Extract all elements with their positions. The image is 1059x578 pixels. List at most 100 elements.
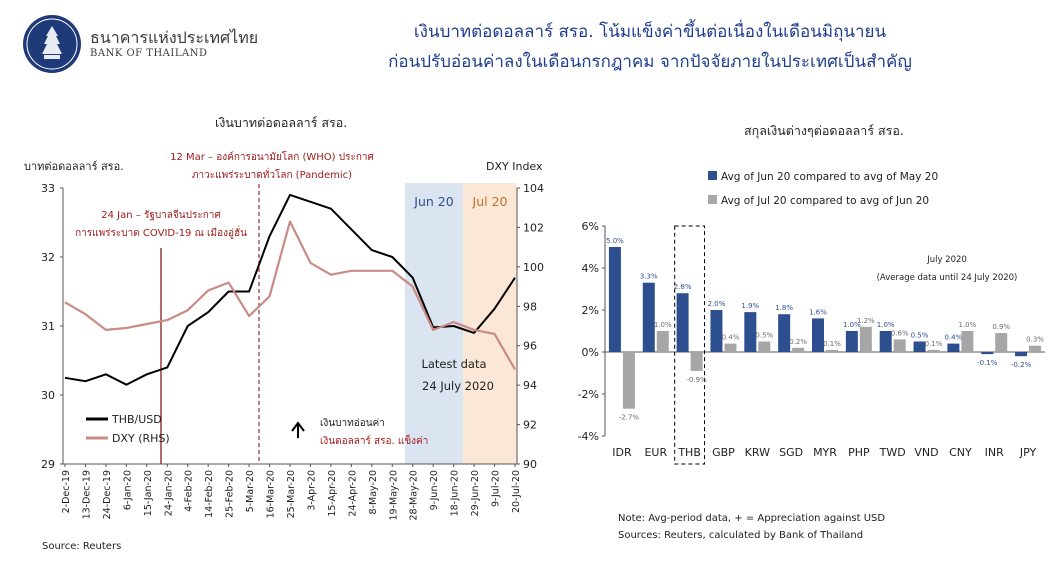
jul-20-band (463, 183, 517, 464)
annotation-line-2: (Average data until 24 July 2020) (877, 273, 1018, 283)
data-label: 1.8% (775, 304, 793, 312)
legend-series-1-swatch (708, 171, 717, 180)
data-label: 1.6% (809, 308, 827, 316)
dxy-series-line (64, 220, 516, 370)
x-tick-label: 5-Mar-20 (245, 470, 256, 512)
jul-20-band-label: Jul 20 (472, 194, 508, 209)
latest-data-label: Latest data (421, 357, 486, 371)
data-label: 2.8% (674, 283, 692, 291)
bar-jun-vs-may (744, 312, 757, 352)
bar-jun-vs-may (981, 352, 994, 355)
bar-jul-vs-jun (927, 349, 940, 352)
bar-jun-vs-may (812, 318, 824, 352)
x-tick-label: 9-Jun-20 (429, 470, 440, 510)
category-label: INR (985, 446, 1004, 459)
x-tick-label: 24-Jan-20 (163, 470, 174, 516)
data-label: 0.2% (789, 338, 807, 346)
event-2-label-line-1: 12 Mar – องค์การอนามัยโลก (WHO) ประกาศ (170, 150, 374, 163)
x-tick-label: 28-May-20 (409, 470, 420, 521)
bar-jul-vs-jun (656, 331, 669, 352)
data-label: -0.2% (1011, 361, 1032, 369)
category-label: GBP (712, 446, 735, 459)
data-label: 2.0% (708, 300, 726, 308)
category-label: MYR (813, 446, 837, 459)
data-label: 5.0% (606, 237, 624, 245)
data-label: 1.9% (741, 302, 759, 310)
bar-jun-vs-may (778, 314, 791, 352)
right-y-tick-label: 98 (523, 300, 537, 313)
bar-jun-vs-may (1015, 352, 1028, 357)
x-tick-label: 18-Jun-20 (450, 470, 461, 516)
x-tick-label: 14-Feb-20 (204, 470, 215, 518)
data-label: 1.0% (654, 321, 672, 329)
arrow-text-line-2: เงินดอลลาร์ สรอ. แข็งค่า (320, 433, 428, 447)
left-chart-title: เงินบาทต่อดอลลาร์ สรอ. (215, 115, 348, 130)
brand-name-thai: ธนาคารแห่งประเทศไทย (90, 28, 259, 47)
right-y-tick-label: 96 (523, 340, 537, 353)
category-label: PHP (848, 446, 870, 459)
event-2-label-line-2: ภาวะแพร่ระบาดทั่วโลก (Pandemic) (192, 167, 352, 181)
legend-thb-label: THB/USD (111, 413, 162, 426)
x-tick-label: 2-Dec-19 (61, 470, 72, 513)
left-y-axis-label: บาทต่อดอลลาร์ สรอ. (24, 160, 124, 173)
right-y-tick-label: 102 (523, 221, 544, 234)
up-arrow-icon (291, 421, 305, 438)
x-tick-label: 29-Jun-20 (470, 470, 481, 516)
y-tick-label: 6% (582, 220, 599, 233)
category-label: CNY (949, 446, 972, 459)
bar-jul-vs-jun (622, 352, 635, 409)
left-y-tick-label: 32 (41, 251, 55, 264)
bar-jul-vs-jun (758, 341, 771, 352)
data-label: 1.0% (958, 321, 976, 329)
y-tick-label: 0% (582, 346, 599, 359)
brand-name-english: BANK OF THAILAND (90, 48, 208, 59)
left-source-note: Source: Reuters (42, 541, 122, 552)
x-tick-label: 15-Apr-20 (327, 470, 338, 517)
bar-jun-vs-may (710, 310, 723, 352)
right-chart-note: Note: Avg-period data, + = Appreciation … (618, 513, 886, 524)
bar-jun-vs-may (642, 282, 655, 352)
bar-jun-vs-may (913, 341, 926, 352)
category-label: SGD (779, 446, 803, 459)
y-tick-label: 2% (582, 304, 599, 317)
x-tick-label: 25-Mar-20 (286, 470, 297, 518)
event-1-label-line-2: การแพร่ระบาด COVID-19 ณ เมืองอู่ฮั่น (75, 225, 247, 239)
bar-jun-vs-may (845, 331, 858, 352)
legend-series-2-swatch (708, 195, 717, 204)
x-tick-label: 19-May-20 (388, 470, 399, 521)
x-tick-label: 24-Dec-19 (102, 470, 113, 519)
annotation-line-1: July 2020 (926, 255, 967, 265)
category-label: TWD (879, 446, 906, 459)
data-label: 0.1% (823, 340, 841, 348)
latest-data-date: 24 July 2020 (422, 379, 494, 393)
data-label: 0.4% (944, 334, 962, 342)
legend-dxy-label: DXY (RHS) (112, 432, 170, 445)
bank-of-thailand-logo (23, 15, 81, 73)
data-label: 0.1% (925, 340, 943, 348)
currency-bar-chart: Avg of Jun 20 compared to avg of May 20 … (578, 171, 1045, 465)
bar-jul-vs-jun (1029, 345, 1042, 352)
jun-20-band (405, 183, 463, 464)
category-label: KRW (745, 446, 770, 459)
left-y-tick-label: 29 (41, 458, 55, 471)
data-label: 3.3% (640, 273, 658, 281)
data-label: 0.5% (755, 332, 773, 340)
bar-jun-vs-may (947, 343, 960, 352)
data-label: -0.9% (686, 376, 707, 384)
x-tick-label: 4-Feb-20 (184, 470, 195, 512)
bar-jul-vs-jun (792, 347, 805, 352)
x-tick-label: 20-Jul-20 (511, 470, 522, 513)
headline-line-2: ก่อนปรับอ่อนค่าลงในเดือนกรกฎาคม จากปัจจั… (388, 52, 912, 72)
bar-jul-vs-jun (961, 331, 974, 352)
data-label: 0.9% (992, 323, 1010, 331)
data-label: 0.4% (722, 334, 740, 342)
headline-line-1: เงินบาทต่อดอลลาร์ สรอ. โน้มแข็งค่าขึ้นต่… (413, 22, 887, 42)
right-chart-title: สกุลเงินต่างๆต่อดอลลาร์ สรอ. (744, 123, 904, 138)
data-label: -0.1% (977, 359, 998, 367)
x-tick-label: 15-Jan-20 (143, 470, 154, 516)
x-tick-label: 9-Jul-20 (491, 470, 502, 507)
bar-jun-vs-may (676, 293, 689, 352)
bar-jun-vs-may (879, 331, 892, 352)
x-tick-label: 24-Apr-20 (347, 470, 358, 517)
right-y-tick-label: 94 (523, 379, 537, 392)
